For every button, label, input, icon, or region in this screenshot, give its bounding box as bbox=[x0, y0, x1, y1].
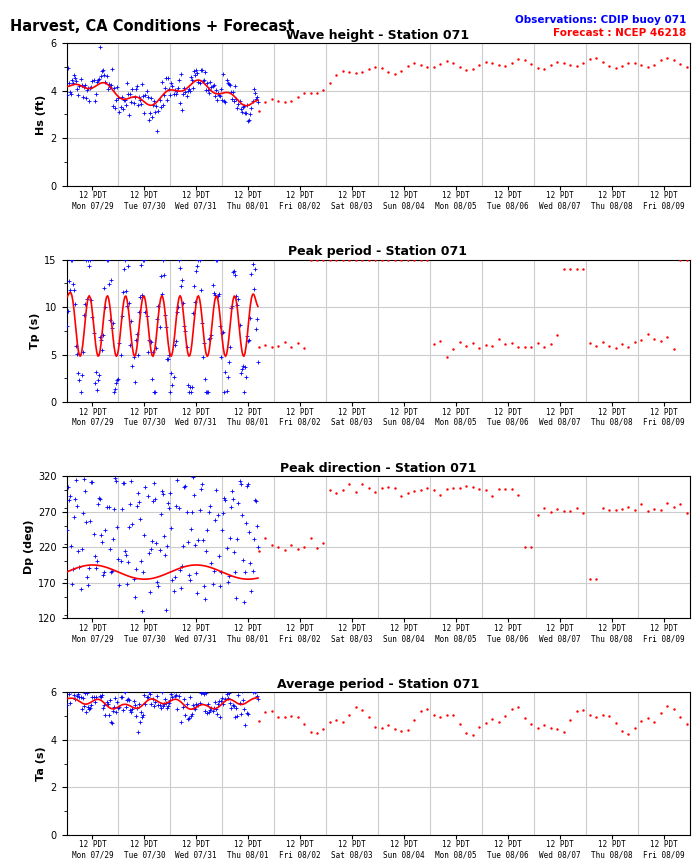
Title: Wave height - Station 071: Wave height - Station 071 bbox=[286, 29, 470, 42]
Y-axis label: Dp (deg): Dp (deg) bbox=[24, 520, 34, 574]
Text: Forecast : NCEP 46218: Forecast : NCEP 46218 bbox=[553, 28, 686, 38]
Text: Harvest, CA Conditions + Forecast: Harvest, CA Conditions + Forecast bbox=[10, 19, 295, 34]
Title: Peak direction - Station 071: Peak direction - Station 071 bbox=[280, 462, 476, 475]
Text: Observations: CDIP buoy 071: Observations: CDIP buoy 071 bbox=[514, 15, 686, 25]
Y-axis label: Hs (ft): Hs (ft) bbox=[36, 94, 46, 135]
Y-axis label: Tp (s): Tp (s) bbox=[30, 312, 40, 349]
Title: Peak period - Station 071: Peak period - Station 071 bbox=[288, 246, 468, 259]
Y-axis label: Ta (s): Ta (s) bbox=[36, 746, 46, 781]
Title: Average period - Station 071: Average period - Station 071 bbox=[276, 678, 480, 691]
